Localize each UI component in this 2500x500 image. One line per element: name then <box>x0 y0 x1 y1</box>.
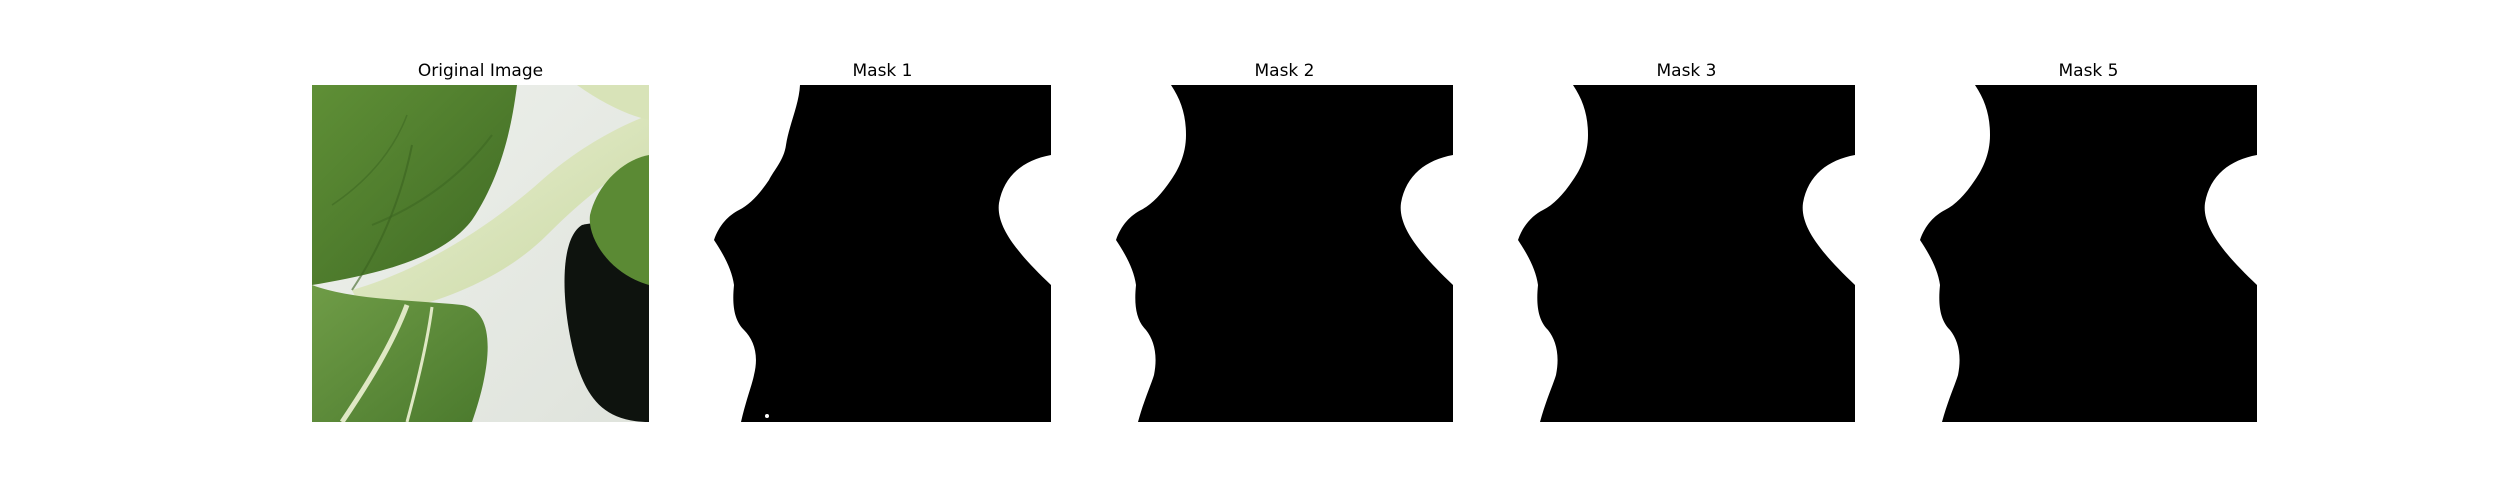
original-image <box>312 85 649 422</box>
original-image-title: Original Image <box>417 61 544 81</box>
mask-3-image <box>1518 85 1855 422</box>
mask-1-image <box>714 85 1051 422</box>
mask-1-title: Mask 1 <box>852 61 913 81</box>
mask-5-image <box>1920 85 2257 422</box>
mask-3-title: Mask 3 <box>1656 61 1717 81</box>
mask-2-image <box>1116 85 1453 422</box>
mask-2-title: Mask 2 <box>1254 61 1315 81</box>
mask-5-title: Mask 5 <box>2058 61 2119 81</box>
